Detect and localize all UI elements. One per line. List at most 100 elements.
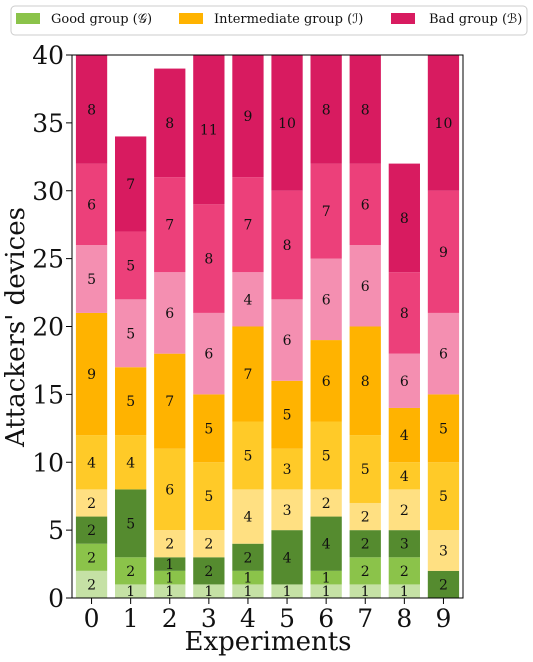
segment-value-label: 8 <box>283 238 292 254</box>
y-tick-label: 20 <box>32 313 64 342</box>
bar-segment <box>427 462 460 531</box>
segment-value-label: 6 <box>165 482 174 498</box>
bar-segment <box>193 204 225 313</box>
segment-value-label: 9 <box>243 109 252 125</box>
segment-value-label: 2 <box>361 537 370 553</box>
segment-value-label: 2 <box>243 550 252 566</box>
bar-segment <box>232 177 264 273</box>
segment-value-label: 2 <box>165 537 174 553</box>
segment-value-label: 2 <box>87 550 96 566</box>
segment-value-label: 1 <box>322 584 331 600</box>
bar-segment <box>349 326 381 436</box>
bar-segment <box>349 55 381 164</box>
x-tick-label: 8 <box>396 604 412 633</box>
bar-segment <box>115 367 147 436</box>
bar-segment <box>310 516 342 571</box>
legend-swatch-good <box>16 13 40 24</box>
segment-value-label: 4 <box>400 469 409 485</box>
bar-segment <box>232 489 264 544</box>
bar-segment <box>154 570 186 585</box>
segment-value-label: 2 <box>87 577 96 593</box>
segment-value-label: 2 <box>204 537 213 553</box>
bar-segment <box>232 584 264 598</box>
bar-segment <box>310 55 342 164</box>
segment-value-label: 6 <box>322 374 331 390</box>
segment-value-label: 3 <box>400 537 409 553</box>
bar-segment <box>193 530 225 558</box>
segment-value-label: 7 <box>165 218 174 234</box>
bar-segment <box>388 584 420 598</box>
segment-value-label: 5 <box>126 394 135 410</box>
bar-segment <box>75 55 108 164</box>
bar-segment <box>193 584 225 598</box>
bar-segment <box>427 570 460 598</box>
y-tick-label: 25 <box>32 245 64 274</box>
segment-value-label: 2 <box>361 564 370 580</box>
legend-label-bad: Bad group (ℬ) <box>429 12 522 27</box>
bar-segment <box>154 557 186 571</box>
segment-value-label: 3 <box>283 462 292 478</box>
bar-segment <box>427 530 460 571</box>
bar-segment <box>388 489 420 531</box>
bar-segment <box>154 448 186 531</box>
segment-value-label: 2 <box>126 564 135 580</box>
segment-value-label: 5 <box>126 516 135 532</box>
segment-value-label: 2 <box>87 523 96 539</box>
segment-value-label: 6 <box>361 197 370 213</box>
bar-segment <box>115 584 147 598</box>
bar-segment <box>193 55 225 205</box>
bar-segment <box>154 530 186 558</box>
x-tick-label: 6 <box>318 604 334 633</box>
y-tick-label: 30 <box>32 177 64 206</box>
segment-value-label: 1 <box>400 584 409 600</box>
segment-value-label: 7 <box>243 218 252 234</box>
bar-segment <box>232 272 264 327</box>
bar-segment <box>154 353 186 449</box>
segment-value-label: 4 <box>400 428 409 444</box>
bar-segment <box>271 380 303 449</box>
bar-segment <box>349 502 381 531</box>
bar-segment <box>349 435 381 503</box>
segment-value-label: 1 <box>243 584 252 600</box>
bar-segment <box>115 231 147 300</box>
segment-value-label: 1 <box>165 557 174 573</box>
bar-segment <box>115 136 147 232</box>
segment-value-label: 1 <box>243 571 252 587</box>
bar-segment <box>154 272 186 354</box>
segment-value-label: 2 <box>361 510 370 526</box>
legend-swatch-intermediate <box>179 13 203 24</box>
bar-segment <box>310 584 342 598</box>
segment-value-label: 1 <box>322 571 331 587</box>
segment-value-label: 1 <box>204 584 213 600</box>
bar-segment <box>232 326 264 422</box>
legend-label-good: Good group (𝒢) <box>51 12 152 27</box>
y-tick-label: 35 <box>32 109 64 138</box>
segment-value-label: 6 <box>87 197 96 213</box>
legend-label-intermediate: Intermediate group (ℐ) <box>214 12 363 27</box>
bar-segment <box>310 163 342 259</box>
segment-value-label: 9 <box>87 367 96 383</box>
bar-segment <box>271 55 303 191</box>
segment-value-label: 4 <box>87 455 96 471</box>
bar-segments <box>75 55 460 598</box>
segment-value-label: 4 <box>243 292 252 308</box>
segment-value-label: 4 <box>243 510 252 526</box>
segment-value-label: 2 <box>400 503 409 519</box>
segment-value-label: 2 <box>204 564 213 580</box>
bar-segment <box>310 570 342 585</box>
segment-value-label: 1 <box>165 571 174 587</box>
segment-value-label: 6 <box>361 279 370 295</box>
segment-value-label: 5 <box>439 421 448 437</box>
segment-value-label: 5 <box>322 448 331 464</box>
bar-segment <box>75 516 108 544</box>
segment-value-label: 8 <box>361 374 370 390</box>
segment-value-label: 8 <box>400 211 409 227</box>
x-tick-label: 5 <box>279 604 295 633</box>
bar-segment <box>271 584 303 598</box>
bar-segment <box>427 312 460 395</box>
bar-segment <box>349 557 381 585</box>
segment-value-label: 5 <box>361 462 370 478</box>
segment-value-label: 8 <box>165 116 174 132</box>
chart-legend: Good group (𝒢) Intermediate group (ℐ) Ba… <box>10 5 528 36</box>
